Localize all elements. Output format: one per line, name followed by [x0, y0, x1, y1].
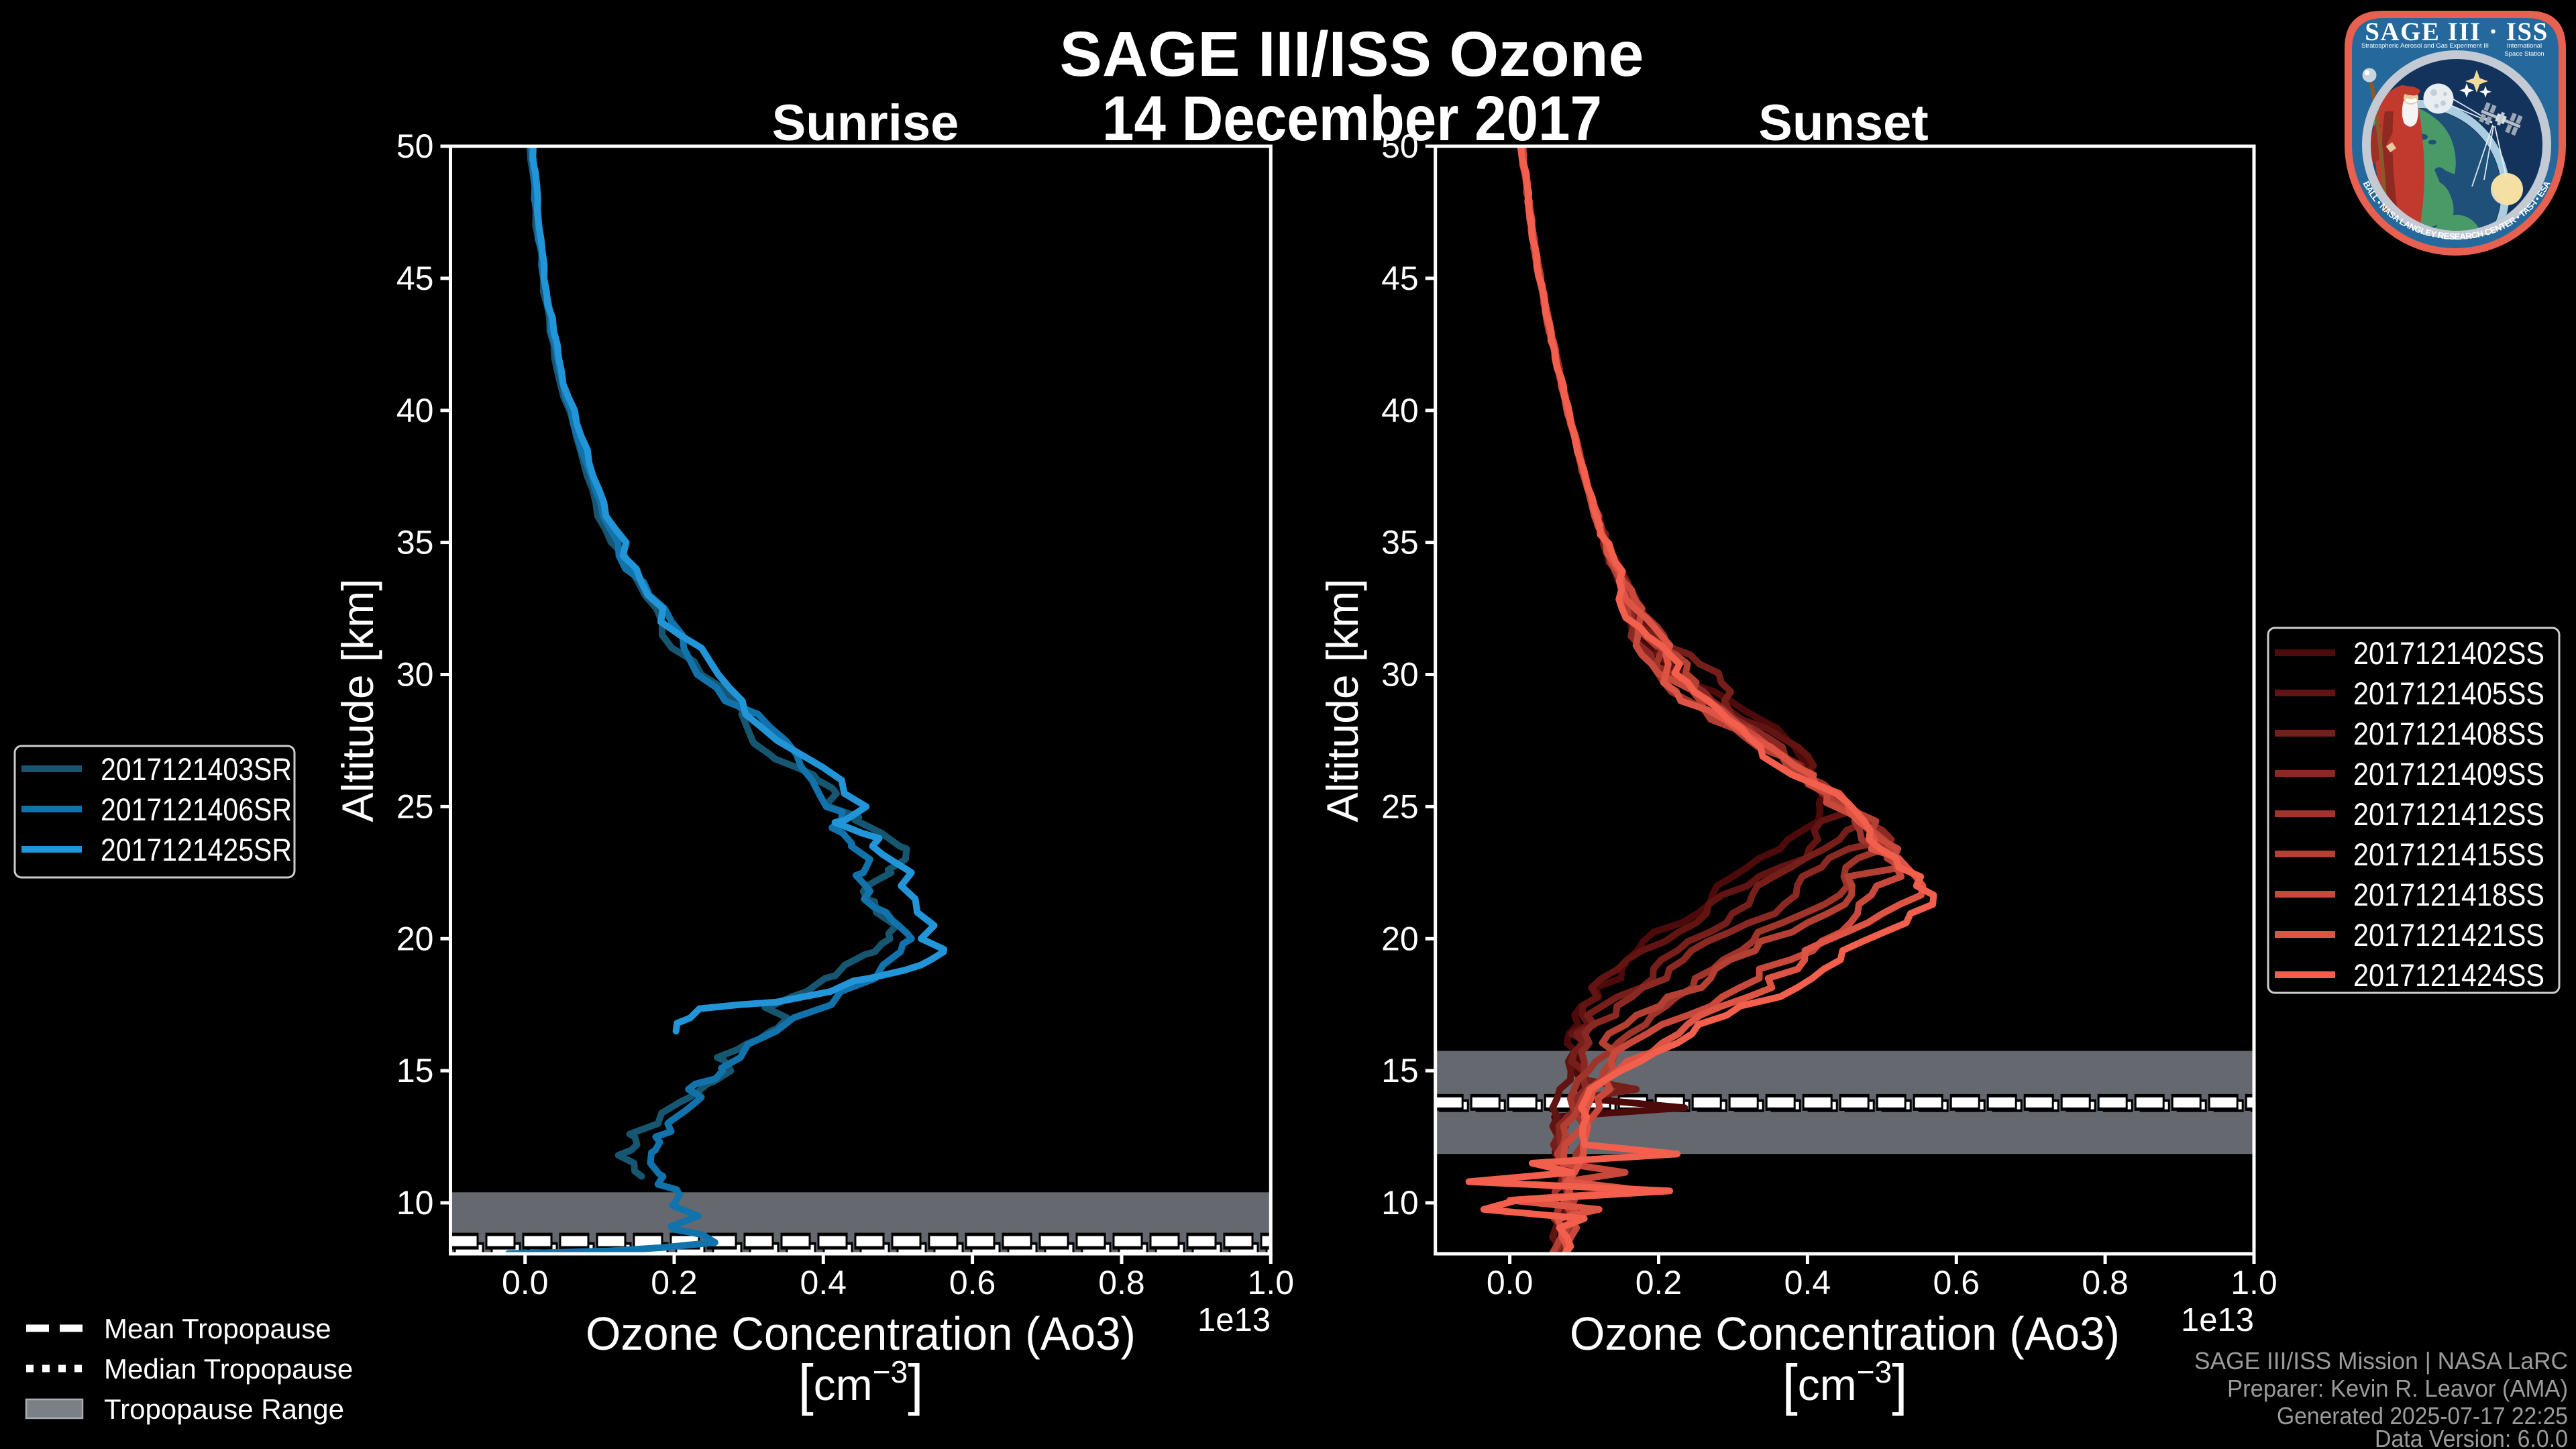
svg-text:2017121402SS: 2017121402SS	[2353, 635, 2544, 671]
svg-text:SAGE III · ISS: SAGE III · ISS	[2365, 17, 2548, 46]
svg-text:0.2: 0.2	[651, 1264, 698, 1301]
svg-text:Sunset: Sunset	[1758, 95, 1928, 152]
svg-text:2017121418SS: 2017121418SS	[2353, 877, 2544, 912]
svg-text:10: 10	[1381, 1184, 1419, 1222]
svg-text:30: 30	[396, 656, 434, 694]
svg-text:0.6: 0.6	[1933, 1264, 1980, 1301]
svg-text:15: 15	[1381, 1052, 1419, 1089]
svg-text:50: 50	[396, 127, 434, 165]
svg-text:14 December 2017: 14 December 2017	[1102, 83, 1602, 154]
svg-text:0.2: 0.2	[1635, 1264, 1682, 1301]
svg-text:25: 25	[1381, 788, 1419, 825]
svg-text:20: 20	[396, 920, 434, 957]
svg-text:Ozone Concentration (Ao3): Ozone Concentration (Ao3)	[586, 1307, 1136, 1360]
svg-text:0.8: 0.8	[2082, 1264, 2129, 1301]
svg-text:2017121425SR: 2017121425SR	[101, 832, 292, 867]
svg-text:Generated 2025-07-17 22:25: Generated 2025-07-17 22:25	[2277, 1402, 2568, 1430]
svg-text:Altitude [km]: Altitude [km]	[1318, 578, 1367, 822]
svg-text:2017121409SS: 2017121409SS	[2353, 756, 2544, 792]
svg-text:1.0: 1.0	[1248, 1264, 1295, 1301]
svg-text:0.8: 0.8	[1098, 1264, 1145, 1301]
svg-text:35: 35	[1381, 524, 1419, 561]
svg-text:Mean Tropopause: Mean Tropopause	[104, 1313, 331, 1344]
svg-text:25: 25	[396, 788, 434, 825]
svg-text:0.6: 0.6	[949, 1264, 996, 1301]
svg-text:0.4: 0.4	[1784, 1264, 1831, 1301]
svg-text:Stratospheric Aerosol and Gas: Stratospheric Aerosol and Gas Experiment…	[2361, 42, 2489, 50]
svg-text:Space Station: Space Station	[2504, 50, 2544, 58]
svg-text:[cm−3]: [cm−3]	[798, 1353, 923, 1416]
svg-text:1.0: 1.0	[2231, 1264, 2277, 1301]
svg-text:2017121415SS: 2017121415SS	[2353, 837, 2544, 872]
svg-text:40: 40	[396, 392, 434, 429]
svg-text:Data Version: 6.0.0: Data Version: 6.0.0	[2375, 1425, 2568, 1449]
svg-text:0.0: 0.0	[502, 1264, 549, 1301]
svg-text:2017121408SS: 2017121408SS	[2353, 716, 2544, 751]
svg-text:Preparer: Kevin R. Leavor (AMA: Preparer: Kevin R. Leavor (AMA)	[2227, 1375, 2568, 1402]
svg-text:1e13: 1e13	[1197, 1302, 1271, 1338]
svg-text:2017121412SS: 2017121412SS	[2353, 796, 2544, 832]
svg-text:40: 40	[1381, 392, 1419, 429]
svg-text:Altitude [km]: Altitude [km]	[333, 578, 382, 822]
svg-text:50: 50	[1381, 127, 1419, 165]
svg-text:[cm−3]: [cm−3]	[1782, 1353, 1907, 1416]
svg-text:45: 45	[1381, 260, 1419, 297]
svg-text:20: 20	[1381, 920, 1419, 957]
svg-text:Ozone Concentration (Ao3): Ozone Concentration (Ao3)	[1570, 1307, 2120, 1360]
svg-text:0.4: 0.4	[800, 1264, 847, 1301]
svg-text:45: 45	[396, 260, 434, 297]
svg-text:30: 30	[1381, 656, 1419, 694]
svg-text:SAGE III/ISS Ozone: SAGE III/ISS Ozone	[1059, 19, 1644, 90]
svg-text:10: 10	[396, 1184, 434, 1222]
svg-text:Median Tropopause: Median Tropopause	[104, 1353, 353, 1385]
svg-text:0.0: 0.0	[1487, 1264, 1534, 1301]
svg-text:15: 15	[396, 1052, 434, 1089]
svg-text:SAGE III/ISS Mission | NASA La: SAGE III/ISS Mission | NASA LaRC	[2194, 1347, 2568, 1375]
svg-text:2017121421SS: 2017121421SS	[2353, 917, 2544, 953]
svg-text:1e13: 1e13	[2181, 1302, 2254, 1338]
svg-text:Tropopause Range: Tropopause Range	[104, 1393, 344, 1425]
svg-text:2017121403SR: 2017121403SR	[101, 751, 292, 787]
svg-text:2017121424SS: 2017121424SS	[2353, 957, 2544, 993]
svg-text:2017121406SR: 2017121406SR	[101, 792, 292, 827]
svg-text:35: 35	[396, 524, 434, 561]
svg-text:Sunrise: Sunrise	[772, 95, 959, 152]
svg-text:2017121405SS: 2017121405SS	[2353, 676, 2544, 711]
svg-text:International: International	[2507, 42, 2542, 50]
